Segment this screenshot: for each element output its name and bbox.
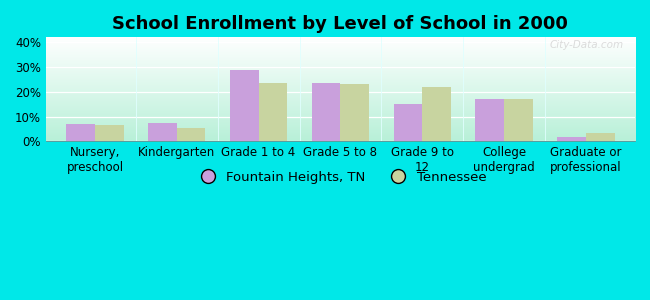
- Bar: [341, 84, 369, 142]
- Bar: [148, 123, 177, 142]
- Bar: [230, 70, 259, 142]
- Bar: [422, 87, 451, 142]
- Bar: [95, 125, 124, 142]
- Legend: Fountain Heights, TN, Tennessee: Fountain Heights, TN, Tennessee: [189, 166, 491, 189]
- Bar: [557, 136, 586, 142]
- Bar: [586, 133, 614, 142]
- Title: School Enrollment by Level of School in 2000: School Enrollment by Level of School in …: [112, 15, 568, 33]
- Bar: [177, 128, 205, 142]
- Bar: [66, 124, 95, 142]
- Bar: [312, 83, 341, 142]
- Bar: [475, 99, 504, 142]
- Text: City-Data.com: City-Data.com: [549, 40, 623, 50]
- Bar: [394, 104, 422, 142]
- Bar: [259, 83, 287, 142]
- Bar: [504, 99, 533, 142]
